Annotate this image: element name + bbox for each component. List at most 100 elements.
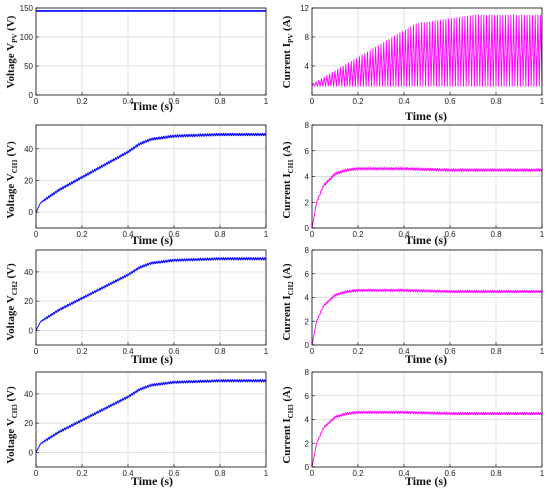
plot-frame [35, 124, 267, 229]
x-tick-label: 0.4 [398, 469, 410, 478]
series-line-ich1 [311, 167, 543, 229]
x-axis-label-ipv: Time (s) [405, 109, 447, 123]
y-tick-label: 20 [24, 419, 33, 428]
x-tick-label: 0.2 [76, 230, 88, 239]
x-tick-label: 0.4 [398, 347, 410, 356]
x-tick-label: 0.2 [352, 469, 364, 478]
panel-vch2: 0 0.2 0.4 0.6 0.8 1 0 20 40 Time (s) Voltage VCH… [5, 249, 269, 366]
plot-area-ich1: 0 0.2 0.4 0.6 0.8 1 0 2 4 6 8 [305, 121, 545, 239]
y-axis-label-vch1: Voltage VCH1 (V) [5, 141, 19, 219]
x-tick-label: 0.2 [76, 469, 88, 478]
x-tick-label: 1 [264, 97, 269, 106]
y-axis-label-ipv: Current IPV (A) [281, 15, 295, 88]
y-tick-label: 4 [305, 173, 310, 182]
x-tick-label: 0 [34, 230, 39, 239]
y-axis-label-ich1: Current ICH1 (A) [281, 141, 295, 219]
x-tick-label: 0 [34, 97, 39, 106]
panel-vch3: 0 0.2 0.4 0.6 0.8 1 0 20 40 Time (s) Voltage VCH… [5, 371, 269, 488]
plot-area-ipv: 0 0.2 0.4 0.6 0.8 1 4 8 12 [300, 4, 545, 106]
series-line-ich3 [311, 410, 543, 468]
panel-ich2: 0 0.2 0.4 0.6 0.8 1 0 2 4 6 8 Time (s) Current ICH… [281, 246, 545, 366]
series-line-vch1 [35, 132, 267, 213]
x-tick-label: 0.2 [352, 347, 364, 356]
series-line-vch2 [35, 257, 267, 331]
plot-background [36, 372, 266, 467]
x-tick-label: 0 [34, 469, 39, 478]
x-tick-label: 0.2 [352, 97, 364, 106]
x-tick-label: 0.6 [444, 469, 456, 478]
x-axis-label-ich2: Time (s) [405, 352, 447, 366]
y-axis-label-ich3: Current ICH3 (A) [281, 386, 295, 464]
y-tick-label: 40 [24, 145, 33, 154]
plot-area-vch3: 0 0.2 0.4 0.6 0.8 1 0 20 40 [24, 371, 269, 478]
x-tick-label: 0.8 [214, 347, 226, 356]
x-tick-label: 0.8 [490, 97, 502, 106]
x-tick-label: 0.8 [490, 469, 502, 478]
y-tick-label: 6 [305, 147, 310, 156]
series-line-ipv [311, 14, 543, 87]
panel-ich1: 0 0.2 0.4 0.6 0.8 1 0 2 4 6 8 Time (s) Current ICH… [281, 121, 545, 247]
y-tick-label: 100 [20, 33, 34, 42]
x-tick-label: 0.8 [214, 469, 226, 478]
y-tick-label: 8 [305, 368, 310, 377]
x-axis-label-vch3: Time (s) [131, 474, 173, 488]
x-tick-label: 0.8 [490, 347, 502, 356]
plot-area-vch1: 0 0.2 0.4 0.6 0.8 1 0 20 40 [24, 124, 269, 239]
plot-background [36, 125, 266, 228]
x-axis-label-vch2: Time (s) [131, 352, 173, 366]
y-tick-label: 0 [305, 463, 310, 472]
y-tick-label: 6 [305, 392, 310, 401]
plot-area-vpv: 0 0.2 0.4 0.6 0.8 1 0 50 100 150 [20, 4, 269, 106]
panel-ipv: 0 0.2 0.4 0.6 0.8 1 4 8 12 Time (s) Current IPV … [281, 4, 545, 123]
x-tick-label: 1 [540, 230, 545, 239]
y-tick-label: 0 [305, 224, 310, 233]
x-tick-label: 0.6 [444, 230, 456, 239]
series-line-vch3 [35, 379, 267, 453]
plot-area-ich2: 0 0.2 0.4 0.6 0.8 1 0 2 4 6 8 [305, 246, 545, 356]
x-tick-label: 0.8 [490, 230, 502, 239]
x-tick-label: 0.6 [168, 97, 180, 106]
y-tick-label: 2 [305, 198, 310, 207]
y-tick-label: 0 [305, 341, 310, 350]
x-tick-label: 1 [264, 347, 269, 356]
plot-frame [35, 371, 267, 468]
y-axis-label-vch3: Voltage VCH3 (V) [5, 386, 19, 464]
x-tick-label: 0 [310, 97, 315, 106]
y-tick-label: 12 [300, 4, 309, 13]
x-tick-label: 0.4 [398, 97, 410, 106]
panel-ich3: 0 0.2 0.4 0.6 0.8 1 0 2 4 6 8 Time (s) Current ICH… [281, 368, 545, 488]
x-tick-label: 0.6 [444, 347, 456, 356]
plot-area-vch2: 0 0.2 0.4 0.6 0.8 1 0 20 40 [24, 249, 269, 356]
series-line-ich2 [311, 288, 543, 346]
y-tick-label: 4 [305, 62, 310, 71]
plot-background [36, 8, 266, 95]
y-tick-label: 8 [305, 246, 310, 255]
y-tick-label: 2 [305, 317, 310, 326]
x-tick-label: 0.8 [214, 97, 226, 106]
y-axis-label-vpv: Voltage VPV (V) [5, 15, 19, 88]
x-tick-label: 0.4 [122, 230, 134, 239]
y-tick-label: 4 [305, 416, 310, 425]
y-tick-label: 8 [305, 33, 310, 42]
y-axis-label-vch2: Voltage VCH2 (V) [5, 263, 19, 341]
x-tick-label: 0.2 [352, 230, 364, 239]
plot-frame [35, 249, 267, 346]
y-tick-label: 20 [24, 297, 33, 306]
plot-frame [311, 7, 543, 96]
y-tick-label: 40 [24, 390, 33, 399]
y-tick-label: 6 [305, 270, 310, 279]
x-tick-label: 0.6 [168, 469, 180, 478]
plot-frame [35, 7, 267, 96]
x-tick-label: 1 [264, 230, 269, 239]
y-tick-label: 0 [29, 91, 34, 100]
plot-background [36, 250, 266, 345]
y-tick-label: 8 [305, 121, 310, 130]
y-tick-label: 0 [29, 208, 34, 217]
x-tick-label: 0.4 [122, 347, 134, 356]
y-tick-label: 40 [24, 268, 33, 277]
y-tick-label: 2 [305, 439, 310, 448]
x-tick-label: 0 [310, 347, 315, 356]
x-tick-label: 0.6 [444, 97, 456, 106]
plot-area-ich3: 0 0.2 0.4 0.6 0.8 1 0 2 4 6 8 [305, 368, 545, 478]
